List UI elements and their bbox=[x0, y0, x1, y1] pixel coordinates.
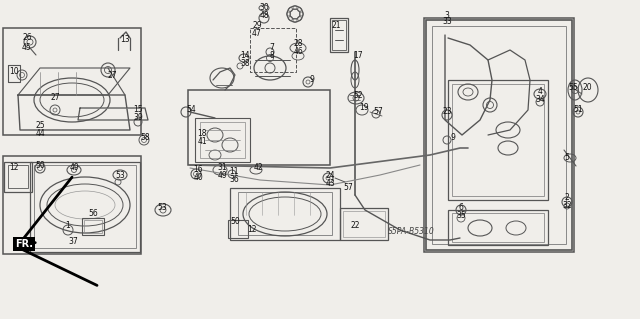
Text: 14: 14 bbox=[240, 51, 250, 61]
Text: 27: 27 bbox=[107, 70, 117, 79]
Text: 27: 27 bbox=[50, 93, 60, 101]
Bar bbox=[200, 122, 245, 158]
Bar bbox=[343, 211, 385, 237]
Text: 33: 33 bbox=[442, 18, 452, 26]
Bar bbox=[84, 220, 102, 233]
Text: 39: 39 bbox=[133, 113, 143, 122]
Text: 19: 19 bbox=[359, 103, 369, 113]
Text: 23: 23 bbox=[442, 108, 452, 116]
Bar bbox=[432, 26, 566, 244]
Text: 20: 20 bbox=[582, 84, 592, 93]
Text: S5PA-B5310: S5PA-B5310 bbox=[388, 227, 435, 236]
Text: 18: 18 bbox=[197, 129, 207, 137]
Text: 26: 26 bbox=[22, 33, 32, 42]
Text: 50: 50 bbox=[35, 161, 45, 170]
Text: 15: 15 bbox=[133, 105, 143, 114]
Bar bbox=[228, 220, 248, 238]
Bar bbox=[34, 165, 136, 248]
Text: 12: 12 bbox=[9, 164, 19, 173]
Text: 46: 46 bbox=[293, 48, 303, 56]
Bar bbox=[452, 213, 544, 242]
Text: 38: 38 bbox=[240, 60, 250, 69]
Text: 7: 7 bbox=[269, 43, 275, 53]
Text: 48: 48 bbox=[259, 11, 269, 20]
Text: 9: 9 bbox=[310, 76, 314, 85]
Bar bbox=[3, 28, 141, 135]
Bar bbox=[448, 210, 548, 245]
Text: 21: 21 bbox=[332, 21, 340, 31]
Text: 58: 58 bbox=[140, 133, 150, 143]
Bar bbox=[426, 20, 572, 250]
Text: 47: 47 bbox=[252, 29, 262, 39]
Text: 5: 5 bbox=[564, 153, 570, 162]
Text: 28: 28 bbox=[293, 40, 303, 48]
Text: 53: 53 bbox=[115, 172, 125, 181]
Text: FR.: FR. bbox=[15, 239, 33, 249]
Text: 50: 50 bbox=[230, 218, 240, 226]
Bar bbox=[340, 208, 388, 240]
Bar bbox=[4, 162, 32, 192]
Text: 4: 4 bbox=[538, 87, 543, 97]
Text: 55: 55 bbox=[568, 84, 578, 93]
Bar bbox=[82, 218, 104, 235]
Text: 34: 34 bbox=[535, 95, 545, 105]
Text: 17: 17 bbox=[353, 51, 363, 61]
Text: 1: 1 bbox=[66, 220, 70, 229]
Text: 57: 57 bbox=[343, 183, 353, 192]
Text: 29: 29 bbox=[252, 21, 262, 31]
Text: 8: 8 bbox=[269, 51, 275, 61]
Text: 32: 32 bbox=[562, 202, 572, 211]
Text: 42: 42 bbox=[253, 164, 263, 173]
Bar bbox=[3, 156, 141, 254]
Text: 52: 52 bbox=[353, 92, 363, 100]
Bar bbox=[448, 80, 548, 200]
Text: 36: 36 bbox=[229, 174, 239, 183]
Text: 25: 25 bbox=[35, 122, 45, 130]
Bar bbox=[332, 20, 346, 50]
Text: 41: 41 bbox=[197, 137, 207, 145]
Bar bbox=[424, 18, 574, 252]
Bar bbox=[8, 165, 28, 188]
Bar bbox=[238, 192, 332, 235]
Text: 57: 57 bbox=[373, 108, 383, 116]
Text: 12: 12 bbox=[247, 226, 257, 234]
Bar bbox=[452, 84, 544, 196]
Text: 30: 30 bbox=[259, 4, 269, 12]
Text: 49: 49 bbox=[69, 164, 79, 173]
Text: 53: 53 bbox=[157, 203, 167, 211]
Text: 56: 56 bbox=[88, 209, 98, 218]
Text: 45: 45 bbox=[22, 43, 32, 53]
Text: 37: 37 bbox=[68, 238, 78, 247]
Text: 22: 22 bbox=[350, 220, 360, 229]
Bar bbox=[30, 162, 140, 252]
Text: 10: 10 bbox=[9, 68, 19, 77]
Text: 43: 43 bbox=[325, 180, 335, 189]
Text: 16: 16 bbox=[193, 166, 203, 174]
Text: 51: 51 bbox=[573, 105, 583, 114]
Text: 31: 31 bbox=[217, 162, 227, 172]
Text: 49: 49 bbox=[217, 170, 227, 180]
Text: 44: 44 bbox=[35, 130, 45, 138]
Text: 13: 13 bbox=[120, 35, 130, 44]
Bar bbox=[330, 18, 348, 52]
Bar bbox=[195, 118, 250, 162]
Bar bbox=[188, 90, 330, 165]
Bar bbox=[230, 188, 340, 240]
Text: 6: 6 bbox=[459, 204, 463, 212]
Text: 24: 24 bbox=[325, 172, 335, 181]
Text: 3: 3 bbox=[445, 11, 449, 19]
Text: 9: 9 bbox=[451, 133, 456, 143]
Text: 2: 2 bbox=[564, 194, 570, 203]
Text: 35: 35 bbox=[456, 211, 466, 220]
Text: 11: 11 bbox=[229, 167, 239, 175]
Text: 54: 54 bbox=[186, 105, 196, 114]
Text: 40: 40 bbox=[193, 174, 203, 182]
